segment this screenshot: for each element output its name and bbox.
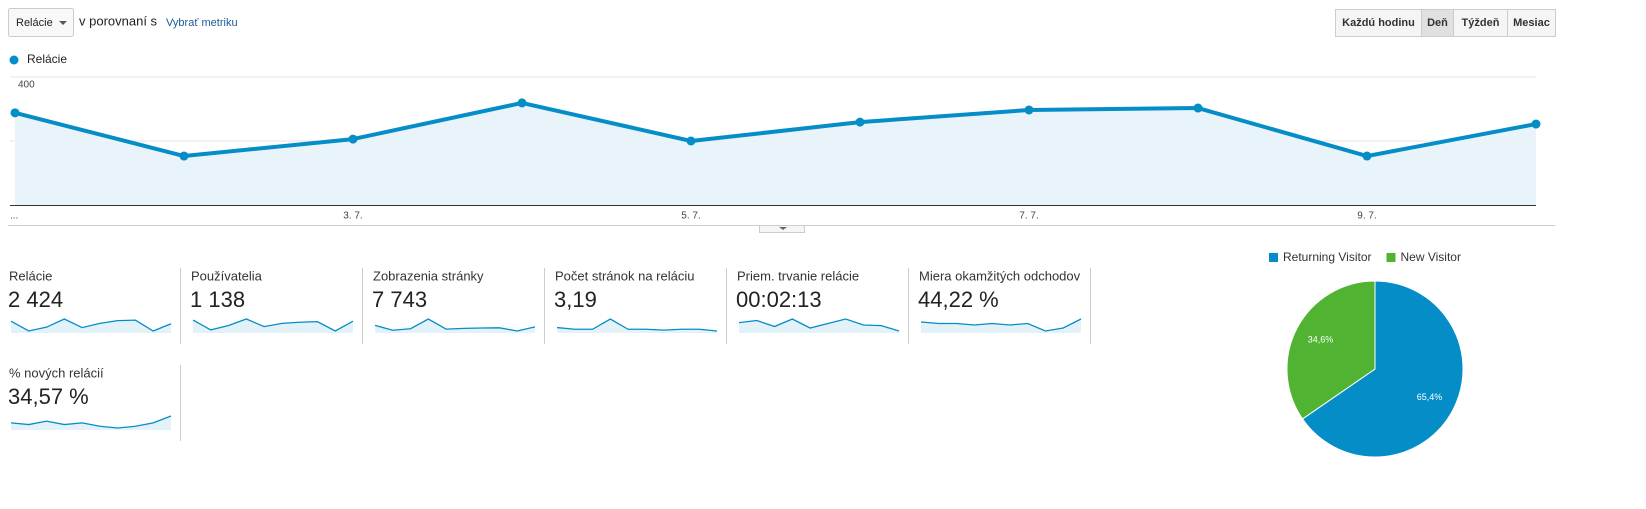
pie-slice[interactable]	[1286, 280, 1376, 420]
x-tick-label: ...	[10, 211, 18, 222]
button-label: Mesiac	[1513, 17, 1550, 29]
metric-label: Miera okamžitých odchodov	[919, 268, 1081, 283]
button-box	[1453, 9, 1508, 37]
sparkline-area	[375, 319, 535, 333]
sparkline	[920, 318, 1082, 332]
sparkline-area	[921, 319, 1081, 333]
pie-slice[interactable]	[1301, 280, 1464, 458]
sparkline	[10, 415, 172, 429]
interval-button[interactable]: Mesiac	[1507, 9, 1556, 37]
slice-label: 65,4%	[1417, 392, 1443, 402]
metric-value: 34,57 %	[8, 384, 89, 409]
choose-metric-link[interactable]: Vybrať metriku	[166, 17, 238, 29]
y-tick-label: 400	[18, 80, 35, 91]
x-tick-label: 3. 7.	[343, 211, 362, 222]
legend-marker	[1269, 253, 1278, 262]
metric-select-text: Relácie	[16, 17, 53, 29]
metric-tile[interactable]: Miera okamžitých odchodov 44,22 %	[918, 268, 1091, 344]
point[interactable]	[348, 134, 358, 144]
point[interactable]	[1024, 105, 1034, 115]
metric-value: 00:02:13	[736, 287, 822, 312]
point[interactable]	[517, 98, 527, 108]
sparkline-area	[557, 319, 717, 333]
metric-tile[interactable]: Počet stránok na reláciu 3,19	[554, 268, 727, 344]
point[interactable]	[10, 108, 20, 118]
metric-value: 3,19	[554, 287, 597, 312]
interval-button[interactable]: Týždeň	[1453, 9, 1508, 37]
legend-label: Returning Visitor	[1283, 250, 1372, 264]
legend-label: Relácie	[27, 52, 67, 66]
metric-label: Počet stránok na reláciu	[555, 268, 694, 283]
metric-label: % nových relácií	[9, 365, 104, 380]
button-label: Týždeň	[1462, 17, 1500, 29]
sparkline	[192, 318, 354, 332]
metric-tile[interactable]: Priem. trvanie relácie 00:02:13	[736, 268, 909, 344]
interval-button[interactable]: Deň	[1421, 9, 1454, 37]
point[interactable]	[1362, 151, 1372, 161]
legend-marker	[9, 55, 19, 65]
metric-label: Priem. trvanie relácie	[737, 268, 859, 283]
metrics: Relácie 2 424 Používatelia 1 138 Zobrazenia …	[8, 268, 1091, 441]
point[interactable]	[179, 151, 189, 161]
metric-tile[interactable]: Relácie 2 424	[8, 268, 181, 344]
metric-tile[interactable]: % nových relácií 34,57 %	[8, 365, 181, 441]
x-tick-label: 5. 7.	[681, 211, 700, 222]
sparkline	[556, 318, 718, 332]
metric-label: Relácie	[9, 268, 52, 283]
sparkline-area	[11, 416, 171, 430]
button-box	[1507, 9, 1556, 37]
area	[15, 102, 1536, 205]
pie-chart: 65,4% Returning Visitor 34,6% New Visitor	[1269, 250, 1464, 458]
interval-buttons: Každú hodinu Deň Týždeň Mesiac	[1335, 9, 1556, 37]
point[interactable]	[1531, 119, 1541, 129]
button-label: Deň	[1427, 17, 1448, 29]
legend-marker	[1386, 253, 1396, 262]
legend-label: New Visitor	[1401, 250, 1461, 264]
point[interactable]	[1193, 103, 1203, 113]
interval-button[interactable]: Každú hodinu	[1335, 9, 1422, 37]
metric-value: 1 138	[190, 287, 245, 312]
metric-label: Používatelia	[191, 268, 263, 283]
metric-value: 2 424	[8, 287, 63, 312]
metric-value: 44,22 %	[918, 287, 999, 312]
metric-label: Zobrazenia stránky	[373, 268, 484, 283]
button-box	[1421, 9, 1454, 37]
button-box	[1335, 9, 1422, 37]
metric-value: 7 743	[372, 287, 427, 312]
point[interactable]	[855, 117, 865, 127]
metric-select[interactable]: Relácie	[8, 8, 74, 37]
x-tick-label: 9. 7.	[1357, 211, 1376, 222]
sparkline	[738, 318, 900, 332]
point[interactable]	[686, 136, 696, 146]
line-chart: Relácie200400...3. 7.5. 7.7. 7.9. 7.	[9, 52, 1541, 222]
sparkline	[10, 318, 172, 332]
sparkline	[374, 318, 536, 332]
slice-label: 34,6%	[1308, 335, 1334, 345]
x-tick-label: 7. 7.	[1019, 211, 1038, 222]
metric-tile[interactable]: Používatelia 1 138	[190, 268, 363, 344]
line	[14, 100, 1537, 159]
metric-tile[interactable]: Zobrazenia stránky 7 743	[372, 268, 545, 344]
button-label: Každú hodinu	[1342, 17, 1415, 29]
sparkline-area	[193, 319, 353, 333]
compare-text: v porovnaní s	[79, 13, 158, 28]
